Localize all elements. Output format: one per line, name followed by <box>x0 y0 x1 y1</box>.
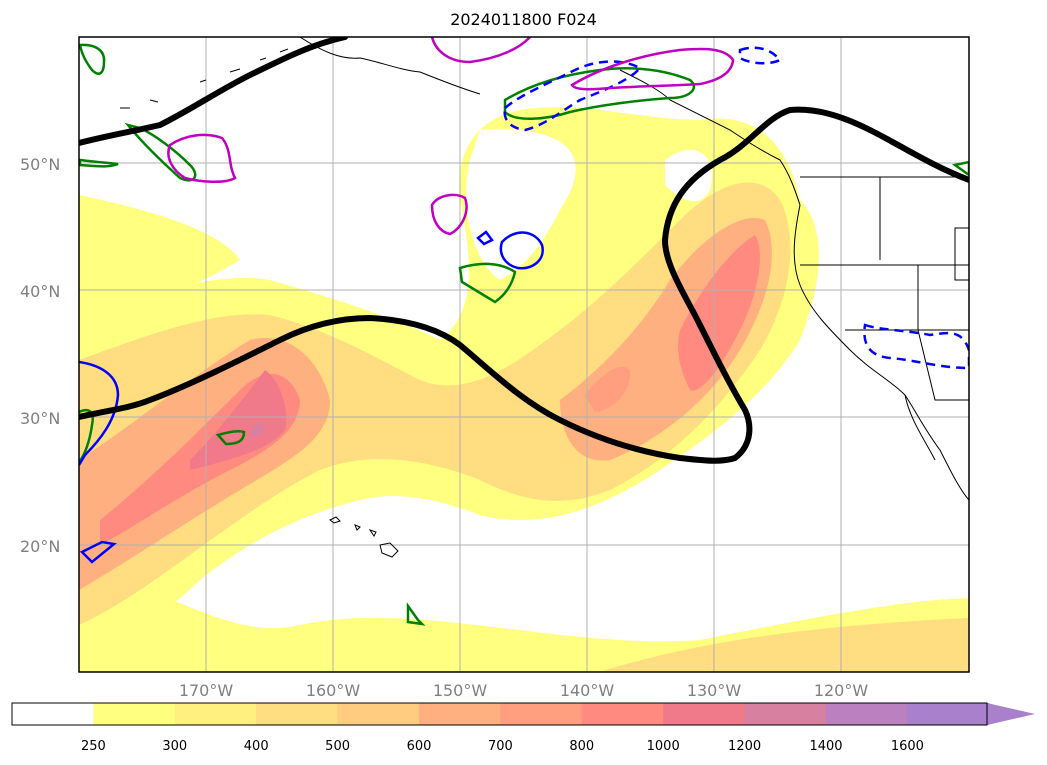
colorbar-tick-labels: 250 300 400 500 600 700 800 1000 1200 1400 1600 <box>81 739 924 754</box>
aleutian-islands <box>120 48 289 109</box>
colorbar-tick-label: 600 <box>407 739 432 754</box>
lon-label-150w: 150°W <box>433 681 488 700</box>
ivt-east-800-b <box>585 366 631 412</box>
colorbar-segment <box>337 703 420 725</box>
blue-contour-west <box>79 360 120 466</box>
green-contour-sw <box>215 429 246 446</box>
map-frame <box>78 36 970 673</box>
colorbar-segment <box>581 703 664 725</box>
map-area <box>79 37 969 672</box>
blue-contour-ne-dashed <box>738 46 782 65</box>
green-contour-central <box>458 262 517 304</box>
colorbar: 250 300 400 500 600 700 800 1000 1200 1400 1600 <box>11 702 1035 754</box>
green-contour-ne <box>951 160 969 177</box>
blue-contour-gulf-dashed <box>503 60 642 132</box>
blue-contours <box>79 46 969 564</box>
green-contours <box>79 43 969 626</box>
lon-label-170w: 170°W <box>179 681 234 700</box>
colorbar-segment <box>744 703 827 725</box>
colorbar-tick-label: 400 <box>244 739 269 754</box>
colorbar-segment <box>93 703 176 725</box>
lat-label-50n: 50°N <box>20 155 60 174</box>
map-title: 2024011800 F024 <box>450 10 597 29</box>
colorbar-segment <box>419 703 501 725</box>
ivt-east-800 <box>678 235 760 391</box>
lon-label-130w: 130°W <box>687 681 742 700</box>
coastlines <box>120 37 969 558</box>
green-contour-south <box>406 602 426 626</box>
lon-label-160w: 160°W <box>306 681 361 700</box>
magenta-contour-aleutians <box>167 133 237 183</box>
lat-label-40n: 40°N <box>20 282 60 301</box>
colorbar-segment <box>12 703 94 725</box>
colorbar-frame <box>11 702 988 726</box>
green-contour-aleutians <box>124 122 197 182</box>
blue-contour-central <box>499 231 544 270</box>
green-contour-nw <box>79 43 106 75</box>
colorbar-segment <box>174 703 257 725</box>
lon-label-140w: 140°W <box>560 681 615 700</box>
colorbar-tick-label: 700 <box>488 739 513 754</box>
magenta-contour-gulf <box>570 47 735 91</box>
magenta-contour-central <box>430 193 468 236</box>
colorbar-tick-label: 800 <box>569 739 594 754</box>
ivt-band-south-inner <box>600 618 969 672</box>
graticule <box>79 37 969 672</box>
magenta-contours <box>167 37 735 236</box>
colorbar-tick-label: 1600 <box>891 739 924 754</box>
green-contour-west-edge <box>79 408 94 463</box>
colorbar-tick-label: 250 <box>81 739 106 754</box>
jet-stream-line <box>79 37 969 464</box>
ivt-main-1000 <box>190 370 287 470</box>
colorbar-segments <box>12 703 990 725</box>
lat-label-20n: 20°N <box>20 537 60 556</box>
colorbar-tick-label: 500 <box>325 739 350 754</box>
colorbar-segment <box>500 703 583 725</box>
ivt-hole-central <box>466 129 576 280</box>
colorbar-segment <box>907 703 990 725</box>
baja-coast <box>904 394 936 461</box>
ivt-main-250 <box>79 107 819 660</box>
us-west-coast <box>793 204 969 501</box>
lat-label-30n: 30°N <box>20 409 60 428</box>
green-contour-gulf <box>503 67 696 120</box>
colorbar-tick-label: 1400 <box>809 739 842 754</box>
magenta-contour-north <box>430 37 531 64</box>
green-contour-west-mid <box>79 158 119 168</box>
lon-label-120w: 120°W <box>814 681 869 700</box>
hawaii-islands <box>329 516 399 558</box>
colorbar-tick-label: 1000 <box>647 739 680 754</box>
colorbar-extend-arrow <box>987 703 1035 725</box>
us-interior-borders <box>800 176 969 401</box>
colorbar-tick-label: 300 <box>162 739 187 754</box>
ivt-core-1200 <box>250 423 264 437</box>
colorbar-tick-label: 1200 <box>728 739 761 754</box>
blue-contour-sw <box>79 540 117 564</box>
gulf-alaska-coast <box>619 69 801 206</box>
colorbar-segment <box>256 703 339 725</box>
ivt-main-400 <box>79 182 791 625</box>
ivt-shading <box>79 107 969 672</box>
colorbar-segment <box>663 703 746 725</box>
colorbar-segment <box>826 703 908 725</box>
alaska-coast <box>299 37 481 95</box>
blue-contour-central-small <box>476 230 494 246</box>
